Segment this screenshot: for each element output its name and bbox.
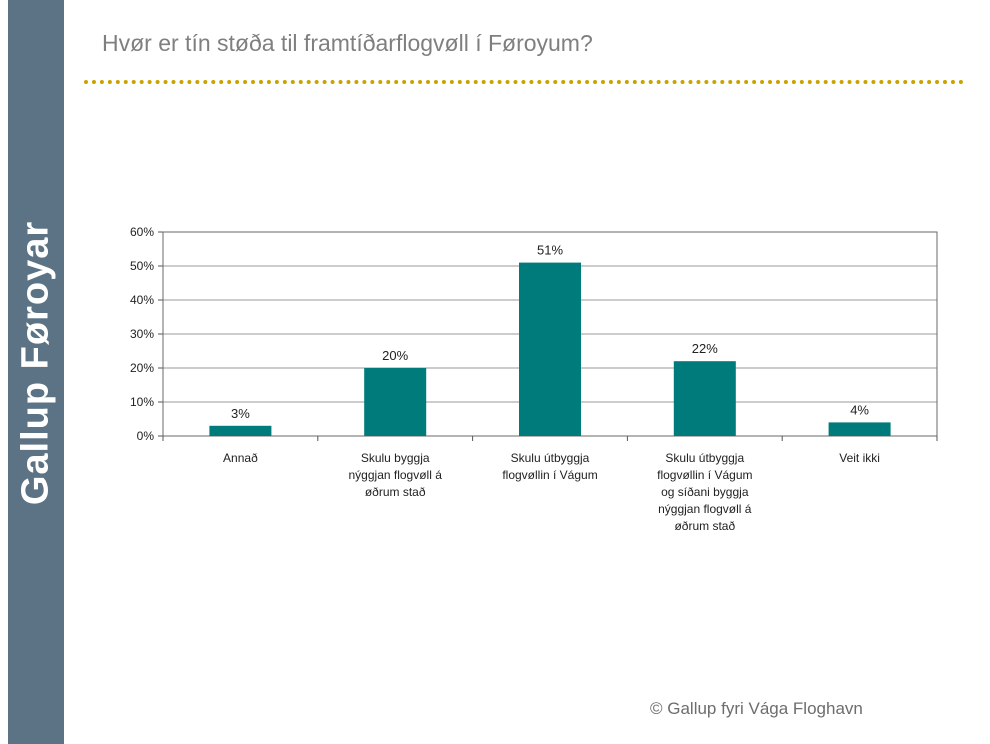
copyright-footer: © Gallup fyri Vága Floghavn (650, 699, 863, 718)
x-tick-label-line: nýggjan flogvøll á (349, 468, 443, 482)
data-labels: 3% 20% 51% 22% 4% (231, 243, 869, 421)
data-label: 4% (850, 402, 869, 417)
x-tick-label: Veit ikki (839, 451, 880, 465)
x-tick-label-line: øðrum stað (365, 485, 426, 499)
page-title: Hvør er tín støða til framtíðarflogvøll … (102, 30, 593, 56)
y-tick-label: 10% (130, 395, 154, 409)
bar (519, 262, 581, 436)
x-tick-label-line: Skulu útbyggja (511, 451, 590, 465)
x-tick-label-line: og síðani byggja (661, 485, 749, 499)
bar (364, 368, 427, 436)
x-tick-label-line: øðrum stað (674, 519, 735, 533)
x-tick-label-line: Skulu byggja (361, 451, 430, 465)
x-tick-label: Skulu útbyggja flogvøllin í Vágum og síðan… (657, 451, 752, 533)
x-tick-labels: Annað Skulu byggja nýggjan flogvøll á øðrum… (223, 451, 880, 533)
x-tick-label-line: Veit ikki (839, 451, 880, 465)
x-tick-label-line: flogvøllin í Vágum (657, 468, 752, 482)
x-tick-label: Annað (223, 451, 258, 465)
y-tick-label: 60% (130, 225, 154, 239)
y-tick-labels: 0% 10% 20% 30% 40% 50% 60% (130, 225, 154, 443)
y-tick-label: 0% (137, 429, 155, 443)
x-tick-label-line: Annað (223, 451, 258, 465)
y-tick-label: 40% (130, 293, 154, 307)
bar (209, 425, 272, 436)
sidebar-band (8, 0, 64, 744)
data-label: 20% (382, 348, 408, 363)
dotted-divider (84, 80, 964, 84)
bar (828, 422, 891, 436)
x-tick-label: Skulu útbyggja flogvøllin í Vágum (502, 451, 597, 482)
data-label: 3% (231, 406, 250, 421)
data-label: 22% (692, 341, 718, 356)
x-tick-label: Skulu byggja nýggjan flogvøll á øðrum stað (349, 451, 443, 499)
x-tick-label-line: nýggjan flogvøll á (658, 502, 752, 516)
y-tick-label: 50% (130, 259, 154, 273)
y-tick-label: 20% (130, 361, 154, 375)
x-tick-label-line: flogvøllin í Vágum (502, 468, 597, 482)
bars (209, 262, 891, 436)
data-label: 51% (537, 243, 563, 258)
bar (673, 361, 736, 436)
x-tick-label-line: Skulu útbyggja (665, 451, 744, 465)
y-tick-label: 30% (130, 327, 154, 341)
